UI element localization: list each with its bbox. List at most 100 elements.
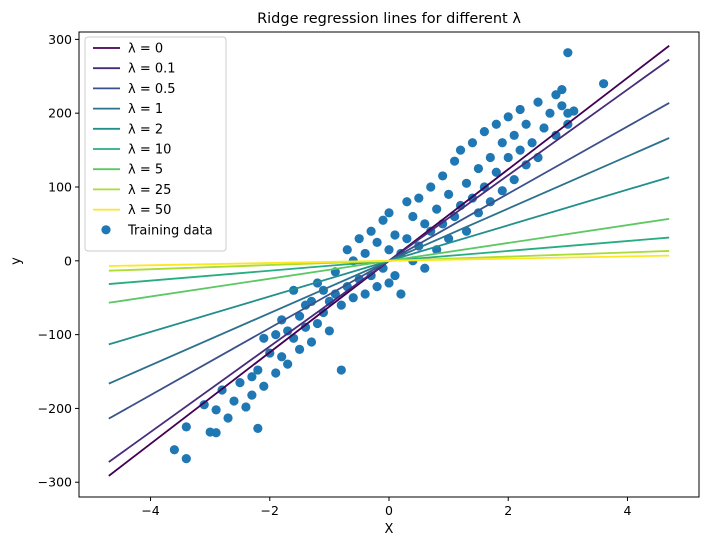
scatter-point: [545, 108, 555, 118]
scatter-point: [294, 344, 305, 354]
scatter-point: [360, 289, 370, 299]
scatter-point: [449, 156, 460, 166]
legend-label: λ = 5: [128, 163, 163, 178]
scatter-point: [360, 248, 370, 259]
x-tick-label: 4: [623, 503, 631, 518]
scatter-point: [169, 445, 179, 455]
scatter-point: [294, 311, 305, 321]
scatter-point: [533, 97, 543, 107]
legend: λ = 0 λ = 0.1 λ = 0.5 λ = 1 λ = 2 λ = 10 λ = 5…: [84, 36, 227, 252]
scatter-point: [402, 234, 412, 244]
scatter-point: [348, 293, 358, 303]
x-tick-label: −2: [261, 503, 279, 518]
scatter-point: [557, 84, 567, 95]
scatter-point: [211, 428, 221, 438]
scatter-point: [306, 337, 317, 347]
scatter-point: [372, 282, 382, 292]
scatter-point: [414, 193, 424, 203]
scatter-point: [503, 152, 513, 163]
scatter-point: [247, 372, 257, 382]
scatter-point: [259, 381, 269, 391]
axes: −4 −2 0 2 4 −300 −200 −100 0 100 200 300: [38, 31, 700, 518]
scatter-point: [253, 423, 263, 433]
legend-box: [84, 36, 227, 252]
y-tick-label: 300: [48, 32, 72, 47]
legend-label: Training data: [127, 223, 213, 238]
legend-marker-swatch: [101, 225, 111, 235]
scatter-point: [509, 175, 519, 185]
regression-line-8: [108, 254, 670, 267]
scatter-point: [384, 278, 394, 288]
scatter-point: [426, 182, 436, 192]
scatter-point: [312, 318, 323, 329]
scatter-point: [539, 123, 549, 133]
scatter-point: [396, 289, 406, 299]
scatter-point: [461, 178, 472, 188]
scatter-point: [235, 377, 245, 388]
scatter-point: [491, 167, 501, 177]
scatter-point: [241, 402, 251, 412]
scatter-point: [497, 138, 507, 148]
scatter-point: [336, 365, 346, 375]
scatter-point: [515, 104, 525, 115]
scatter-point: [259, 333, 269, 343]
legend-label: λ = 0: [128, 42, 163, 57]
scatter-point: [557, 101, 567, 111]
scatter-point: [509, 130, 519, 140]
scatter-point: [229, 396, 239, 406]
legend-label: λ = 10: [128, 143, 171, 158]
legend-label: λ = 50: [128, 203, 171, 218]
scatter-point: [378, 215, 388, 225]
scatter-point: [420, 219, 430, 229]
scatter-point: [324, 326, 334, 336]
scatter-point: [384, 245, 394, 255]
scatter-point: [521, 160, 531, 170]
scatter-point: [354, 234, 364, 244]
scatter-point: [599, 79, 609, 89]
scatter-point: [485, 152, 495, 163]
scatter-point: [372, 237, 382, 247]
scatter-point: [283, 326, 293, 336]
scatter-point: [473, 163, 484, 174]
scatter-point: [479, 127, 489, 137]
x-axis-label: X: [385, 522, 394, 537]
scatter-point: [181, 422, 191, 432]
scatter-point: [521, 119, 531, 129]
scatter-point: [199, 400, 209, 410]
scatter-point: [467, 138, 478, 148]
x-tick-label: 0: [385, 503, 393, 518]
scatter-point: [515, 145, 525, 155]
legend-label: λ = 25: [128, 183, 171, 198]
plot-area: [108, 45, 670, 477]
y-tick-label: −200: [38, 401, 72, 416]
y-tick-label: −300: [38, 475, 72, 490]
legend-label: λ = 0.1: [128, 62, 176, 77]
y-axis-label: y: [9, 257, 24, 265]
scatter-point: [271, 330, 281, 340]
scatter-point: [449, 211, 460, 222]
x-tick-label: −4: [141, 503, 159, 518]
scatter-point: [473, 208, 484, 218]
scatter-point: [181, 454, 191, 464]
legend-label: λ = 0.5: [128, 82, 176, 97]
scatter-point: [420, 263, 430, 273]
scatter-point: [551, 90, 561, 100]
y-tick-label: 200: [48, 106, 72, 121]
scatter-point: [402, 197, 412, 207]
y-tick-label: 0: [64, 253, 72, 268]
scatter-point: [366, 226, 376, 236]
scatter-point: [390, 270, 400, 281]
scatter-point: [551, 130, 561, 140]
scatter-point: [211, 405, 221, 415]
scatter-point: [461, 226, 472, 236]
scatter-point: [569, 106, 579, 116]
y-tick-label: 100: [48, 180, 72, 195]
scatter-point: [247, 390, 257, 400]
x-tick-label: 2: [504, 503, 512, 518]
scatter-point: [384, 208, 394, 218]
scatter-point: [300, 322, 311, 332]
scatter-point: [336, 300, 346, 310]
scatter-point: [503, 112, 513, 122]
scatter-point: [432, 204, 442, 214]
